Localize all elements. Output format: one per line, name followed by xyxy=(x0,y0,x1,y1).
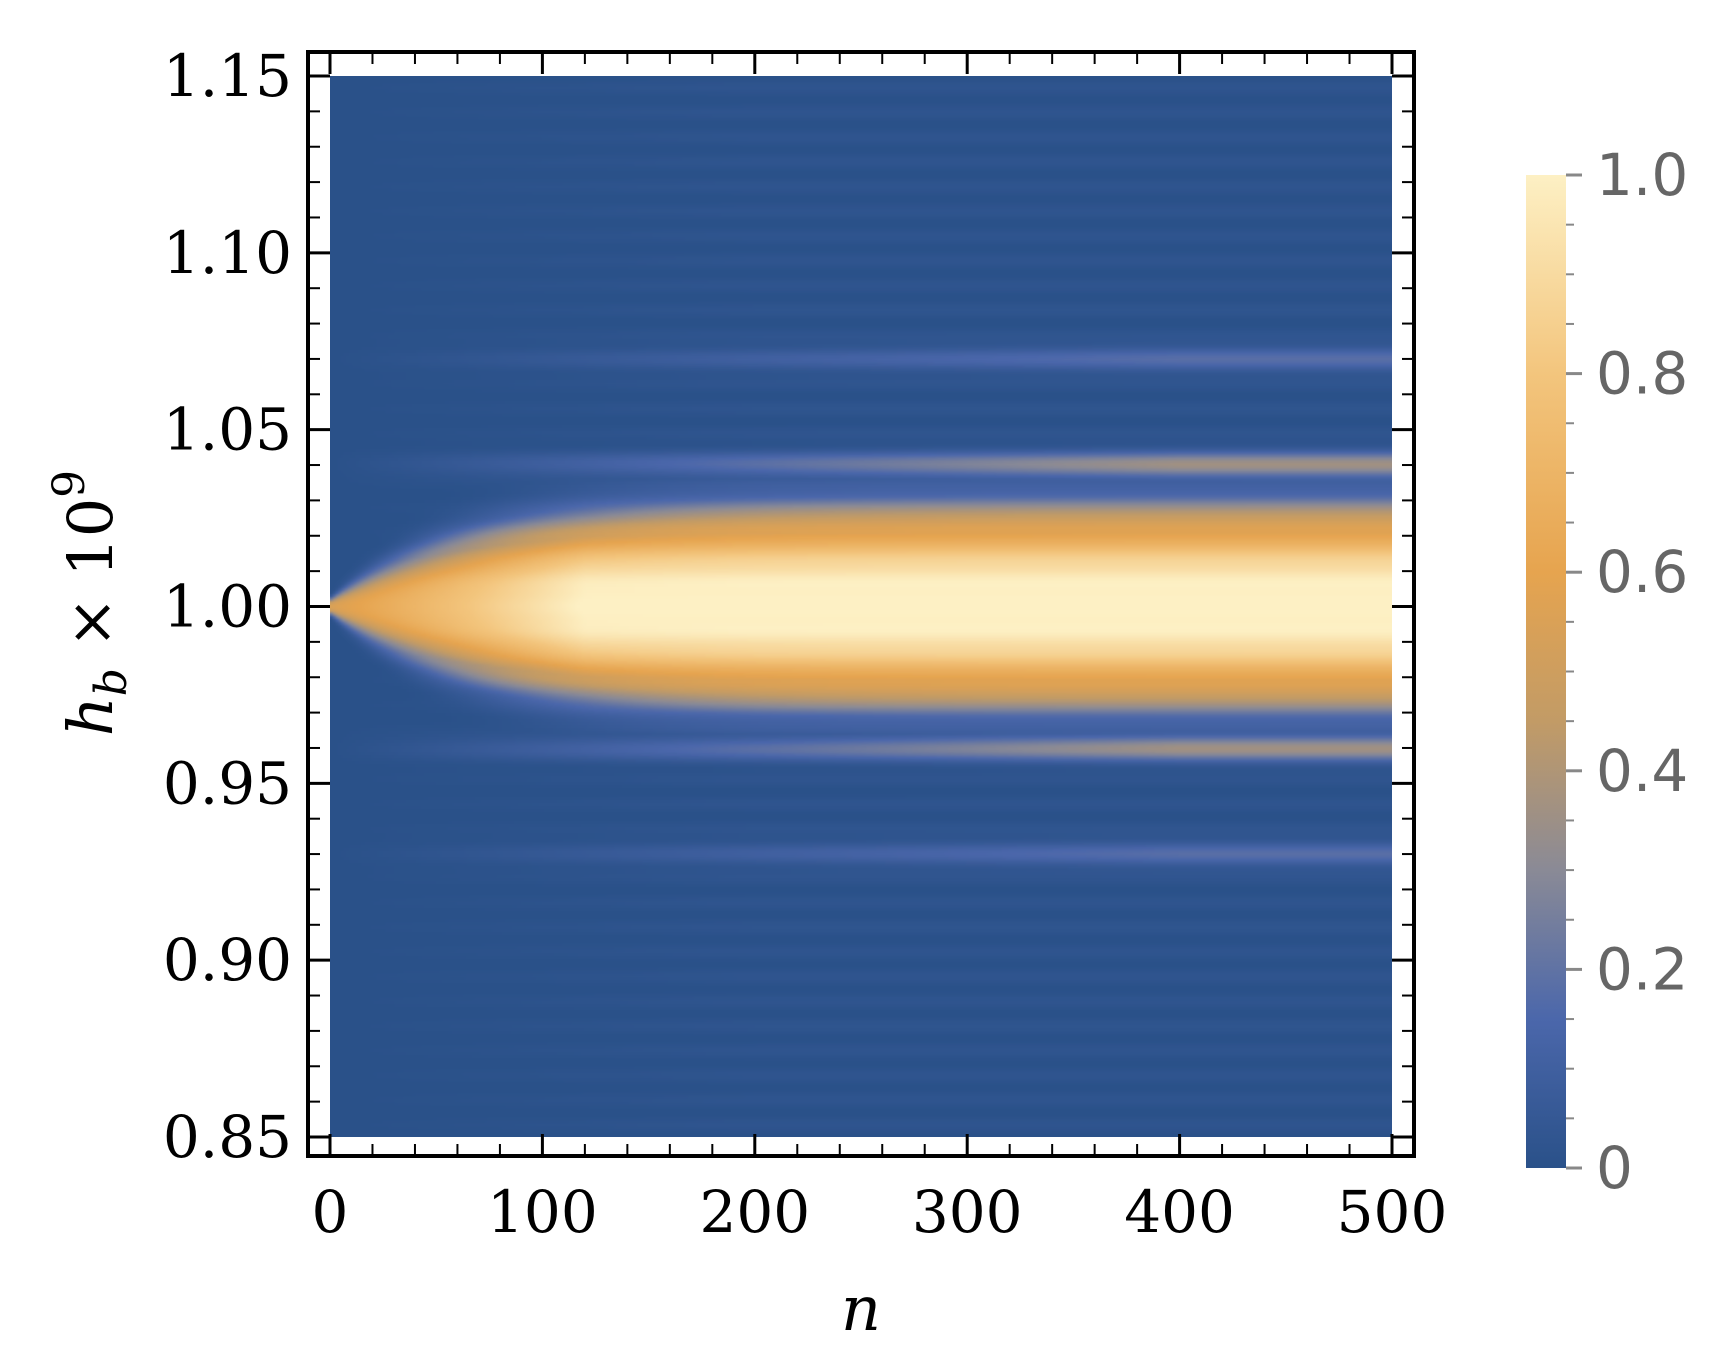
heatmap-image xyxy=(330,76,1392,1137)
y-tick-label: 0.95 xyxy=(163,749,292,817)
y-tick-label: 1.00 xyxy=(163,573,292,641)
x-tick-label: 100 xyxy=(487,1178,598,1246)
x-tick-label: 200 xyxy=(699,1178,810,1246)
y-tick-label: 1.15 xyxy=(163,42,292,110)
y-axis-label-base: h xyxy=(54,696,127,736)
y-tick-label: 1.05 xyxy=(163,396,292,464)
x-axis-label: n xyxy=(841,1272,881,1345)
colorbar-tick-label: 0 xyxy=(1596,1134,1633,1202)
x-tick-label: 400 xyxy=(1124,1178,1235,1246)
y-axis-label-subscript: b xyxy=(86,668,137,696)
x-tick-label: 300 xyxy=(912,1178,1023,1246)
y-axis-label-superscript: 9 xyxy=(44,470,95,498)
colorbar-tick-label: 0.2 xyxy=(1596,935,1688,1003)
colorbar-tick-label: 0.4 xyxy=(1596,737,1688,805)
y-axis-label: hb × 109 xyxy=(44,470,137,736)
y-tick-label: 1.10 xyxy=(163,219,292,287)
colorbar-tick-label: 0.8 xyxy=(1596,340,1688,408)
colorbar-tick-label: 0.6 xyxy=(1596,538,1688,606)
x-tick-label: 0 xyxy=(312,1178,349,1246)
colorbar-tick-label: 1.0 xyxy=(1596,141,1688,209)
x-axis-ticks: 0 100 200 300 400 500 xyxy=(312,52,1448,1246)
y-axis-ticks: 0.85 0.90 0.95 1.00 1.05 1.10 1.15 xyxy=(163,42,1414,1171)
x-tick-label: 500 xyxy=(1337,1178,1448,1246)
colorbar xyxy=(1526,175,1566,1168)
y-axis-label-operator: × 10 xyxy=(54,498,127,668)
y-tick-label: 0.90 xyxy=(163,926,292,994)
y-tick-label: 0.85 xyxy=(163,1103,292,1171)
colorbar-ticks: 0 0.2 0.4 0.6 0.8 1.0 xyxy=(1566,141,1688,1202)
